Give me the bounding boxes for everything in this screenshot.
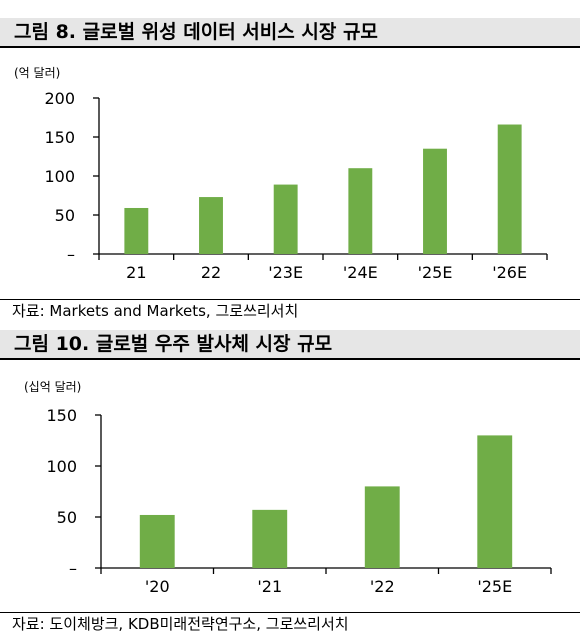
figure-1-title: 그림 8. 글로벌 위성 데이터 서비스 시장 규모: [0, 18, 580, 48]
x-tick-label: '21: [257, 577, 282, 596]
x-tick-label: '24E: [343, 263, 378, 282]
y-tick-label: –: [69, 559, 77, 578]
y-tick-label: 150: [44, 128, 75, 147]
y-tick-label: 200: [44, 89, 75, 108]
figure-2-source: 자료: 도이체방크, KDB미래전략연구소, 그로쓰리서치: [0, 612, 580, 635]
figure-1-unit-label: (억 달러): [14, 66, 61, 80]
y-tick-label: 100: [46, 457, 77, 476]
y-tick-label: –: [67, 245, 75, 264]
bar: [497, 124, 522, 255]
x-tick-label: '25E: [477, 577, 512, 596]
x-tick-label: 21: [126, 263, 146, 282]
bar: [199, 197, 223, 254]
bar: [273, 184, 298, 254]
bar: [477, 435, 513, 568]
y-tick-label: 100: [44, 167, 75, 186]
bar: [364, 486, 400, 568]
y-tick-label: 50: [55, 206, 75, 225]
figure-1-source: 자료: Markets and Markets, 그로쓰리서치: [0, 299, 580, 322]
y-tick-label: 50: [57, 508, 77, 527]
x-tick-label: '23E: [268, 263, 303, 282]
x-tick-label: 22: [201, 263, 221, 282]
figure-2-unit-label: (십억 달러): [24, 380, 82, 394]
x-tick-label: '22: [370, 577, 395, 596]
bar: [252, 509, 288, 568]
bar: [423, 148, 447, 254]
bar: [348, 168, 373, 254]
bar: [139, 514, 175, 568]
x-tick-label: '26E: [492, 263, 527, 282]
figure-2-title: 그림 10. 글로벌 우주 발사체 시장 규모: [0, 330, 580, 360]
bar: [124, 207, 149, 254]
chart-1: – 50 100 150 200 21 22 '23E '24E '25E '26E: [44, 89, 548, 282]
x-tick-label: '25E: [418, 263, 453, 282]
x-tick-label: '20: [145, 577, 170, 596]
y-tick-label: 150: [46, 406, 77, 425]
